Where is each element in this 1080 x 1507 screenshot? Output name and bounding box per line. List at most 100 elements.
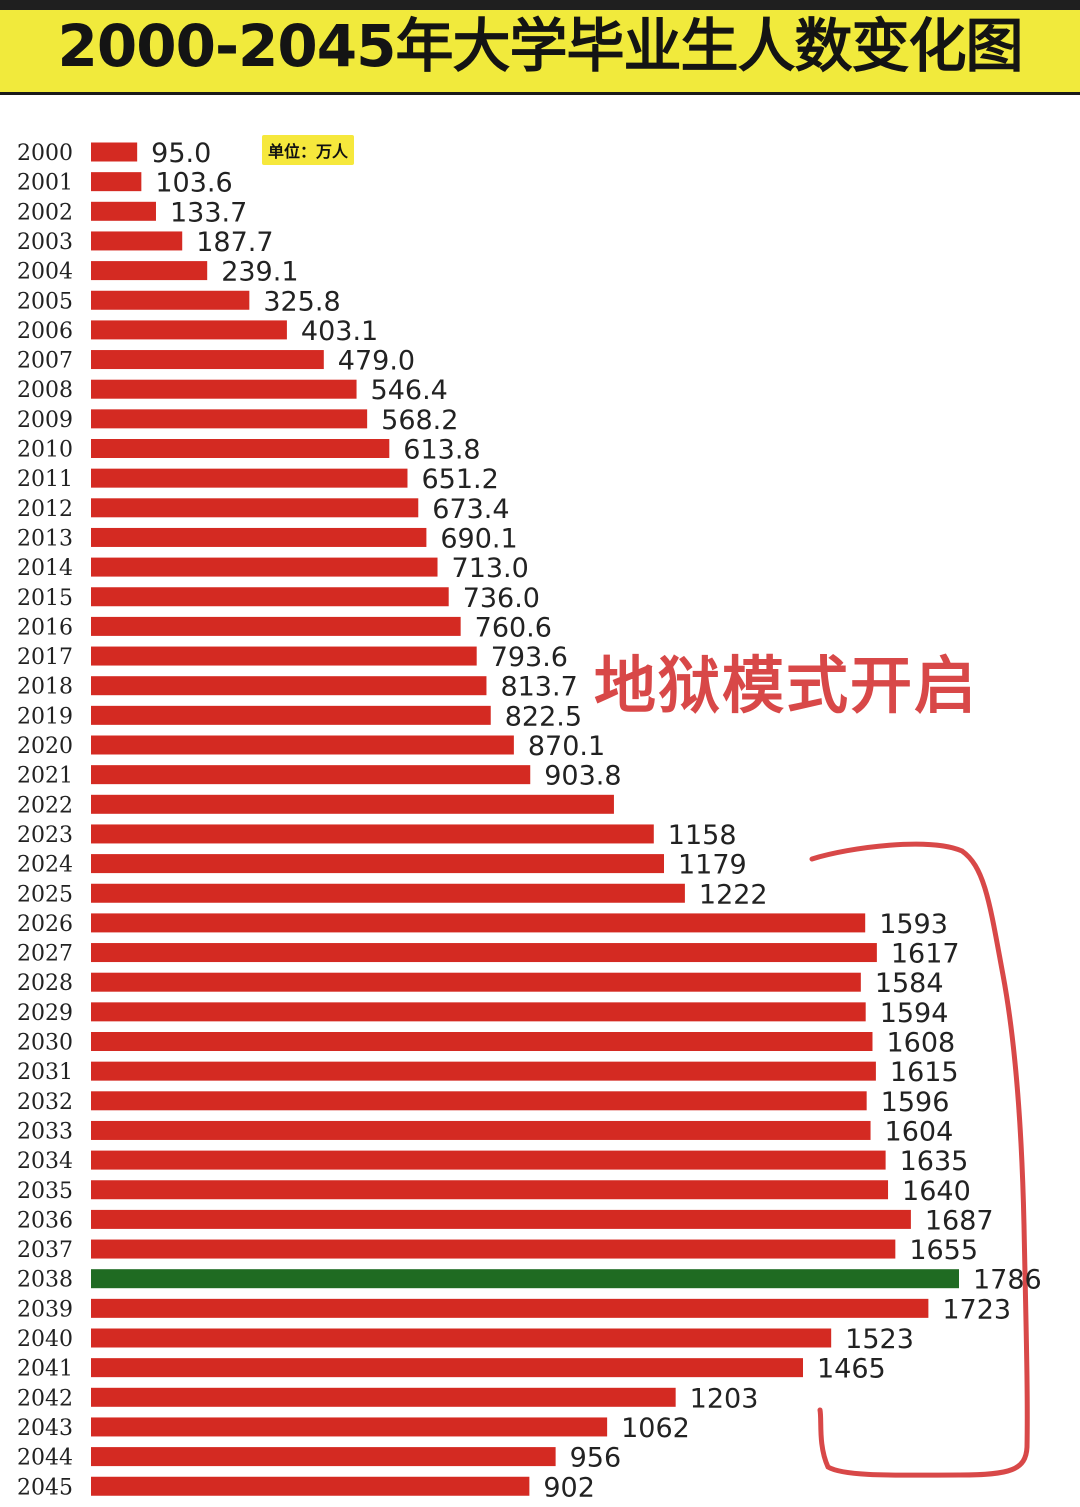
bar bbox=[91, 913, 866, 933]
year-label: 2016 bbox=[17, 615, 73, 640]
bar bbox=[91, 1002, 866, 1022]
year-label: 2006 bbox=[17, 319, 73, 344]
year-label: 2033 bbox=[17, 1119, 73, 1144]
bar bbox=[91, 616, 461, 636]
value-label: 1062 bbox=[621, 1413, 690, 1444]
value-label: 1687 bbox=[925, 1205, 994, 1236]
value-label: 903.8 bbox=[544, 761, 621, 792]
value-label: 103.6 bbox=[155, 168, 232, 199]
year-label: 2031 bbox=[17, 1060, 73, 1085]
year-label: 2029 bbox=[17, 1001, 73, 1026]
value-label: 1635 bbox=[900, 1146, 969, 1177]
value-label: 403.1 bbox=[301, 316, 378, 347]
year-label: 2001 bbox=[17, 171, 73, 196]
value-label: 1640 bbox=[902, 1176, 971, 1207]
annotation-text: 地狱模式开启 bbox=[594, 649, 979, 722]
bar bbox=[91, 1476, 530, 1496]
year-label: 2039 bbox=[17, 1297, 73, 1322]
year-label: 2034 bbox=[17, 1149, 73, 1174]
bar bbox=[91, 705, 491, 725]
bar bbox=[91, 379, 357, 399]
year-label: 2012 bbox=[17, 497, 73, 522]
value-label: 239.1 bbox=[221, 257, 298, 288]
value-label: 736.0 bbox=[463, 583, 540, 614]
bar bbox=[91, 1239, 896, 1259]
value-label: 870.1 bbox=[528, 731, 605, 762]
value-label: 651.2 bbox=[421, 464, 498, 495]
bar bbox=[91, 824, 654, 844]
year-label: 2026 bbox=[17, 912, 73, 937]
bar bbox=[91, 350, 324, 370]
value-label: 793.6 bbox=[491, 642, 568, 673]
year-label: 2043 bbox=[17, 1416, 73, 1441]
bar bbox=[91, 1150, 886, 1170]
value-label: 1615 bbox=[890, 1057, 959, 1088]
bar bbox=[91, 676, 487, 696]
bar bbox=[91, 1209, 911, 1229]
chart-title: 2000-2045年大学毕业生人数变化图 bbox=[57, 12, 1024, 80]
bar bbox=[91, 1447, 556, 1467]
year-label: 2015 bbox=[17, 586, 73, 611]
value-label: 1723 bbox=[942, 1294, 1011, 1325]
bar bbox=[91, 172, 142, 192]
value-label: 1179 bbox=[678, 850, 747, 881]
year-label: 2024 bbox=[17, 853, 73, 878]
year-label: 2023 bbox=[17, 823, 73, 848]
year-label: 2038 bbox=[17, 1268, 73, 1293]
bar-chart: 2000 95.0 2001 103.6 2002 133.7 2003 187.7 2004 2… bbox=[17, 138, 1042, 1503]
unit-badge: 单位：万人 bbox=[262, 135, 355, 165]
year-label: 2020 bbox=[17, 734, 73, 759]
bar bbox=[91, 1417, 608, 1437]
title-banner: 2000-2045年大学毕业生人数变化图 bbox=[0, 0, 1080, 95]
value-label: 1655 bbox=[909, 1235, 978, 1266]
value-label: 760.6 bbox=[475, 612, 552, 643]
bar bbox=[91, 794, 614, 814]
value-label: 956 bbox=[570, 1443, 622, 1474]
value-label: 613.8 bbox=[403, 435, 480, 466]
year-label: 2021 bbox=[17, 764, 73, 789]
year-label: 2037 bbox=[17, 1238, 73, 1263]
bar bbox=[91, 261, 208, 281]
value-label: 902 bbox=[543, 1472, 595, 1503]
bar bbox=[91, 972, 861, 992]
year-label: 2011 bbox=[17, 467, 73, 492]
value-label: 822.5 bbox=[505, 701, 582, 732]
value-label: 1523 bbox=[845, 1324, 914, 1355]
bar bbox=[91, 290, 250, 310]
value-label: 813.7 bbox=[500, 672, 577, 703]
year-label: 2004 bbox=[17, 260, 73, 285]
bar bbox=[91, 1091, 867, 1111]
year-label: 2041 bbox=[17, 1357, 73, 1382]
bar bbox=[91, 735, 514, 755]
year-label: 2009 bbox=[17, 408, 73, 433]
bar bbox=[91, 1032, 873, 1051]
banner-top-strip bbox=[0, 0, 1080, 10]
bar bbox=[91, 765, 531, 785]
bar bbox=[91, 646, 477, 666]
value-label: 1596 bbox=[881, 1087, 950, 1118]
bar bbox=[91, 1387, 676, 1407]
bar bbox=[91, 498, 419, 518]
value-label: 133.7 bbox=[170, 197, 247, 228]
value-label: 546.4 bbox=[371, 375, 448, 406]
year-label: 2022 bbox=[17, 793, 73, 818]
bar bbox=[91, 587, 449, 607]
bar bbox=[91, 557, 438, 577]
year-label: 2014 bbox=[17, 556, 73, 581]
value-label: 690.1 bbox=[440, 523, 517, 554]
bar bbox=[91, 1358, 803, 1378]
year-label: 2013 bbox=[17, 526, 73, 551]
value-label: 1584 bbox=[875, 968, 944, 999]
bar bbox=[91, 439, 390, 458]
bar bbox=[91, 201, 156, 221]
year-label: 2003 bbox=[17, 230, 73, 255]
bar bbox=[91, 883, 685, 903]
year-label: 2017 bbox=[17, 645, 73, 670]
year-label: 2040 bbox=[17, 1327, 73, 1352]
bar bbox=[91, 1180, 889, 1200]
year-label: 2010 bbox=[17, 438, 73, 463]
bar bbox=[91, 1061, 876, 1081]
bar bbox=[91, 527, 427, 547]
year-label: 2000 bbox=[17, 141, 73, 166]
annotation-loop bbox=[809, 841, 1030, 1478]
